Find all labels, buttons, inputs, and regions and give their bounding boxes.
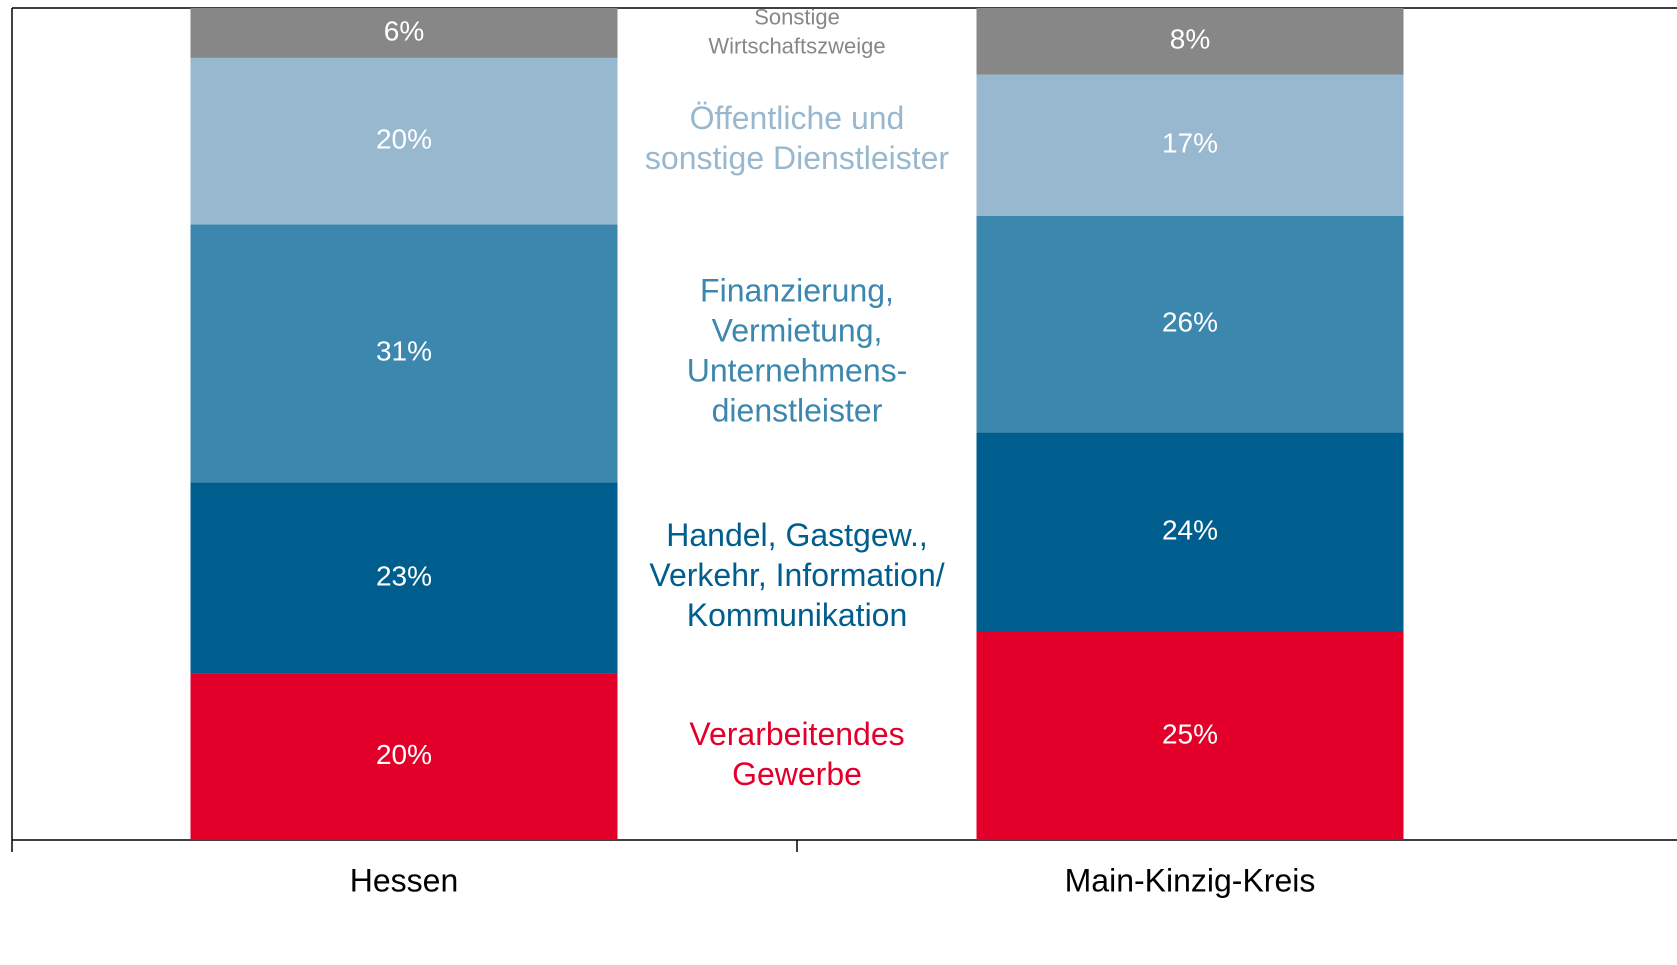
series-label-line: Verkehr, Information/: [649, 557, 944, 593]
bar-segment: [976, 74, 1404, 216]
bar-segment: [190, 482, 618, 674]
bar-segment: [976, 432, 1404, 632]
series-label: Öffentliche und sonstige Dienstleister: [645, 101, 949, 177]
value-label: 31%: [376, 336, 432, 367]
series-label-line: dienstleister: [712, 393, 883, 429]
series-label-line: Vermietung,: [712, 313, 883, 349]
x-tick-label: Main-Kinzig-Kreis: [1065, 862, 1316, 898]
series-label-line: Kommunikation: [687, 597, 908, 633]
series-label-line: Unternehmens-: [687, 353, 908, 389]
bar-segment: [190, 673, 618, 840]
series-label-line: Öffentliche und: [690, 101, 905, 137]
value-label: 23%: [376, 560, 432, 591]
value-label: 24%: [1162, 515, 1218, 546]
bar-segment: [976, 632, 1404, 840]
series-label-line: Wirtschaftszweige: [708, 33, 885, 58]
value-label: 17%: [1162, 128, 1218, 159]
value-label: 20%: [376, 124, 432, 155]
bar-segment: [190, 8, 618, 58]
series-label: Handel, Gastgew., Verkehr, Information/Ko…: [649, 517, 944, 633]
series-label: Finanzierung, Vermietung, Unternehmens-die…: [687, 273, 908, 429]
series-label: Verarbeitendes Gewerbe: [689, 716, 904, 792]
x-tick-label: Hessen: [350, 862, 459, 898]
series-label-line: Verarbeitendes: [689, 716, 904, 752]
bar-segment: [976, 216, 1404, 433]
series-label: Sonstige Wirtschaftszweige: [708, 4, 885, 58]
value-label: 20%: [376, 739, 432, 770]
series-label-line: Sonstige: [754, 4, 840, 29]
bar-segment: [976, 8, 1404, 75]
series-label-line: Finanzierung,: [700, 273, 894, 309]
value-label: 6%: [384, 15, 424, 46]
series-label-line: Gewerbe: [732, 756, 862, 792]
value-label: 25%: [1162, 718, 1218, 749]
value-label: 8%: [1170, 24, 1210, 55]
value-label: 26%: [1162, 307, 1218, 338]
bar-segment: [190, 224, 618, 483]
series-label-line: sonstige Dienstleister: [645, 141, 949, 177]
series-label-line: Handel, Gastgew.,: [666, 517, 927, 553]
bar-segment: [190, 57, 618, 225]
